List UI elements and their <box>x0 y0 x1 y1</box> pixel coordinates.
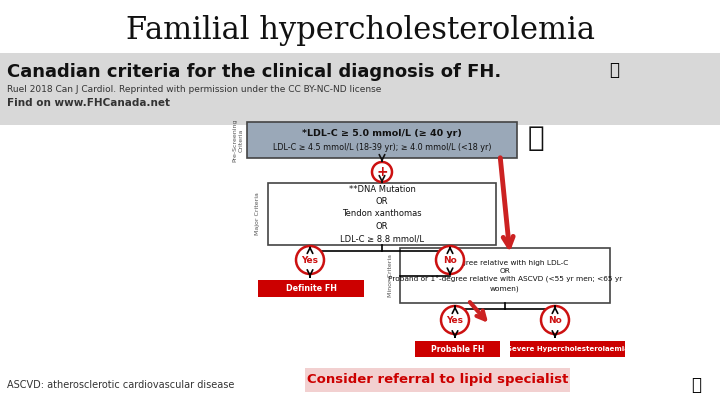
Text: Consider referral to lipid specialist: Consider referral to lipid specialist <box>307 373 568 386</box>
Bar <box>247 122 517 158</box>
Text: Severe Hypercholesterolaemia: Severe Hypercholesterolaemia <box>507 346 629 352</box>
Circle shape <box>441 306 469 334</box>
Bar <box>0 53 720 125</box>
Text: 1°-degree relative with high LDL-C
OR
Proband or 1°-degree relative with ASCVD (: 1°-degree relative with high LDL-C OR Pr… <box>388 259 622 292</box>
Text: No: No <box>548 316 562 325</box>
Text: Probable FH: Probable FH <box>431 345 484 354</box>
Text: Find on www.FHCanada.net: Find on www.FHCanada.net <box>7 98 170 108</box>
Bar <box>268 183 496 245</box>
Text: Yes: Yes <box>302 256 318 265</box>
Text: Ruel 2018 Can J Cardiol. Reprinted with permission under the CC BY-NC-ND license: Ruel 2018 Can J Cardiol. Reprinted with … <box>7 85 382 94</box>
Bar <box>305 368 570 392</box>
Text: Definite FH: Definite FH <box>286 284 336 293</box>
Bar <box>510 341 625 357</box>
Bar <box>400 248 610 303</box>
Text: 🚶: 🚶 <box>528 124 544 152</box>
Text: 🦜: 🦜 <box>691 376 701 394</box>
Bar <box>258 280 364 297</box>
Text: Pre-Screening
Criteria: Pre-Screening Criteria <box>233 118 243 162</box>
Circle shape <box>541 306 569 334</box>
Text: Yes: Yes <box>446 316 464 325</box>
Text: Minor Criteria: Minor Criteria <box>387 254 392 297</box>
Text: Major Criteria: Major Criteria <box>256 192 261 235</box>
Text: +: + <box>376 166 388 179</box>
Text: Canadian criteria for the clinical diagnosis of FH.: Canadian criteria for the clinical diagn… <box>7 63 501 81</box>
Text: LDL-C ≥ 4.5 mmol/L (18-39 yr); ≥ 4.0 mmol/L (<18 yr): LDL-C ≥ 4.5 mmol/L (18-39 yr); ≥ 4.0 mmo… <box>273 143 491 151</box>
Text: **DNA Mutation
OR
Tendon xanthomas
OR
LDL-C ≥ 8.8 mmol/L: **DNA Mutation OR Tendon xanthomas OR LD… <box>340 185 424 243</box>
Bar <box>415 341 500 357</box>
Text: 🍁: 🍁 <box>609 61 619 79</box>
Circle shape <box>372 162 392 182</box>
Text: No: No <box>443 256 457 265</box>
Text: ASCVD: atherosclerotic cardiovascular disease: ASCVD: atherosclerotic cardiovascular di… <box>7 380 235 390</box>
Text: Familial hypercholesterolemia: Familial hypercholesterolemia <box>125 15 595 45</box>
Circle shape <box>296 246 324 274</box>
Text: *LDL-C ≥ 5.0 mmol/L (≥ 40 yr): *LDL-C ≥ 5.0 mmol/L (≥ 40 yr) <box>302 128 462 138</box>
Circle shape <box>436 246 464 274</box>
